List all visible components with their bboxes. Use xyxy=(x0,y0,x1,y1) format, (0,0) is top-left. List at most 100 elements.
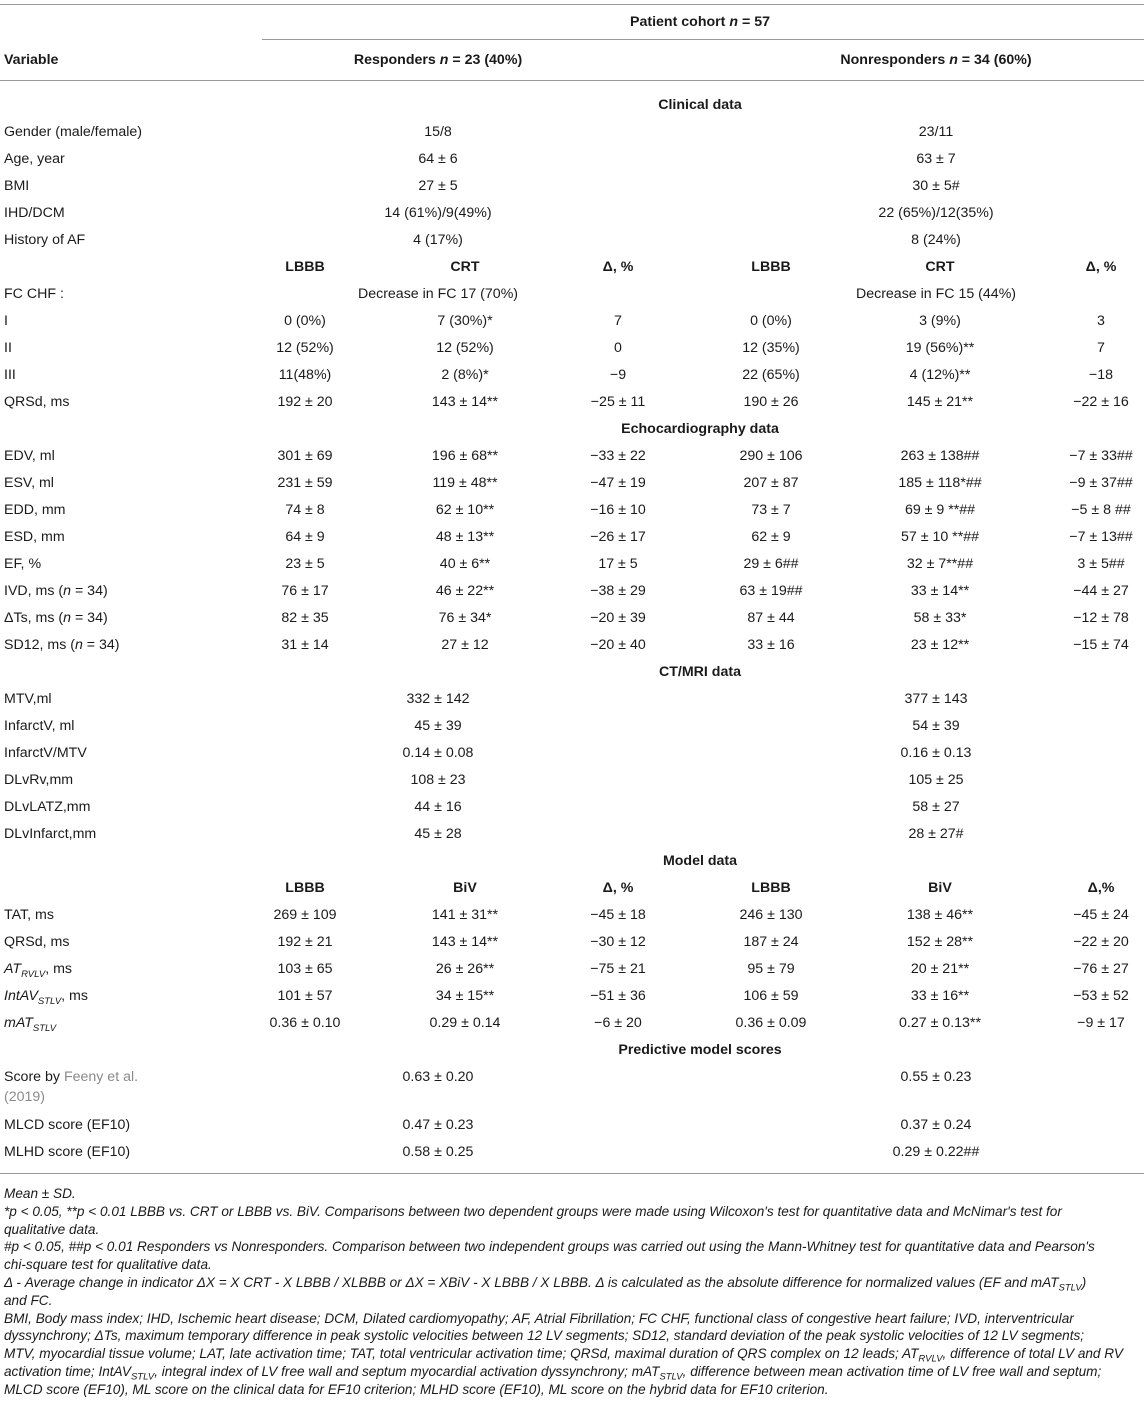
row-variable: IntAVSTLV, ms xyxy=(4,988,88,1007)
row-variable: FC CHF : xyxy=(4,286,64,302)
row-variable: mATSTLV xyxy=(4,1015,57,1034)
section-heading: Model data xyxy=(662,853,738,869)
row-variable: DLvInfarct,mm xyxy=(4,826,97,842)
table-cell: −9 ± 17 xyxy=(1077,1015,1125,1031)
nonresponders-value: 22 (65%)/12(35%) xyxy=(878,205,994,221)
table-cell: −9 ± 37## xyxy=(1069,475,1133,491)
responders-value: 0.14 ± 0.08 xyxy=(402,745,474,761)
nonresponders-value: 58 ± 27 xyxy=(912,799,960,815)
table-cell: 11(48%) xyxy=(278,367,332,383)
table-cell: −76 ± 27 xyxy=(1073,961,1129,977)
row-variable: MLCD score (EF10) xyxy=(4,1117,131,1133)
table-cell: −25 ± 11 xyxy=(590,394,646,410)
column-subheader: LBBB xyxy=(751,259,791,275)
table-cell: 2 (8%)* xyxy=(441,367,489,383)
table-cell: 62 ± 9 xyxy=(751,529,791,545)
footnote: BMI, Body mass index; IHD, Ischemic hear… xyxy=(4,1310,1123,1397)
responders-value: 108 ± 23 xyxy=(410,772,466,788)
nonresponders-value: 54 ± 39 xyxy=(912,718,960,734)
cohort-header: Patient cohort n = 57 xyxy=(630,14,770,30)
table-cell: 76 ± 34* xyxy=(438,610,492,626)
table-cell: 31 ± 14 xyxy=(281,637,329,653)
row-variable: Gender (male/female) xyxy=(4,124,142,140)
table-cell: 7 (30%)* xyxy=(437,313,493,329)
table-cell: −45 ± 18 xyxy=(590,907,646,923)
row-variable: TAT, ms xyxy=(4,907,54,923)
table-cell: 29 ± 6## xyxy=(743,556,799,572)
responders-value: 332 ± 142 xyxy=(406,691,470,707)
nonresponders-value: 63 ± 7 xyxy=(916,151,956,167)
row-variable: SD12, ms (n = 34) xyxy=(4,637,120,653)
table-cell: 190 ± 26 xyxy=(743,394,799,410)
table-cell: 17 ± 5 xyxy=(598,556,638,572)
column-subheader: Δ, % xyxy=(602,259,634,275)
nonresponders-header: Nonresponders n = 34 (60%) xyxy=(840,52,1032,68)
table-cell: 63 ± 19## xyxy=(739,583,803,599)
row-variable: InfarctV, ml xyxy=(4,718,75,734)
table-cell: 12 (52%) xyxy=(276,340,334,356)
table-cell: 23 ± 12** xyxy=(910,637,970,653)
row-variable: IVD, ms (n = 34) xyxy=(4,583,108,599)
table-cell: 192 ± 20 xyxy=(277,394,333,410)
table-cell: 3 ± 5## xyxy=(1077,556,1125,572)
table-cell: −15 ± 74 xyxy=(1073,637,1129,653)
table-cell: −47 ± 19 xyxy=(590,475,646,491)
table-cell: 143 ± 14** xyxy=(431,394,499,410)
table-cell: 187 ± 24 xyxy=(743,934,799,950)
table-cell: −22 ± 16 xyxy=(1073,394,1129,410)
row-variable: EDD, mm xyxy=(4,502,66,518)
table-cell: 0 (0%) xyxy=(750,313,792,329)
table-cell: 64 ± 9 xyxy=(285,529,325,545)
column-subheader: Δ,% xyxy=(1087,880,1115,896)
table-cell: 73 ± 7 xyxy=(751,502,791,518)
table-cell: 269 ± 109 xyxy=(273,907,337,923)
header-rule xyxy=(0,80,1144,81)
table-cell: −16 ± 10 xyxy=(590,502,646,518)
table-cell: 0.36 ± 0.09 xyxy=(735,1015,807,1031)
responders-value: 27 ± 5 xyxy=(418,178,458,194)
responders-value: 64 ± 6 xyxy=(418,151,458,167)
section-heading: Echocardiography data xyxy=(621,421,779,437)
row-variable: QRSd, ms xyxy=(4,394,70,410)
nonresponders-value: 8 (24%) xyxy=(911,232,961,248)
section-heading: Predictive model scores xyxy=(618,1042,782,1058)
table-cell: 26 ± 26** xyxy=(435,961,495,977)
table-cell: 7 xyxy=(1097,340,1105,356)
table-cell: 58 ± 33* xyxy=(913,610,967,626)
table-cell: 0 xyxy=(614,340,622,356)
table-cell: 57 ± 10 **## xyxy=(901,529,979,545)
column-subheader: BiV xyxy=(928,880,952,896)
table-cell: 69 ± 9 **## xyxy=(904,502,976,518)
table-cell: 82 ± 35 xyxy=(281,610,329,626)
table-cell: 143 ± 14** xyxy=(431,934,499,950)
row-variable: II xyxy=(4,340,12,356)
table-cell: 34 ± 15** xyxy=(435,988,495,1004)
table-cell: −7 ± 13## xyxy=(1069,529,1133,545)
responders-value: 0.47 ± 0.23 xyxy=(402,1117,474,1133)
nonresponders-value: 23/11 xyxy=(918,124,954,140)
table-cell: −20 ± 39 xyxy=(590,610,646,626)
table-cell: −51 ± 36 xyxy=(590,988,646,1004)
table-cell: 12 (35%) xyxy=(742,340,800,356)
table-cell: −30 ± 12 xyxy=(590,934,646,950)
table-cell: 32 ± 7**## xyxy=(906,556,974,572)
table-cell: 290 ± 106 xyxy=(739,448,803,464)
row-variable: DLvLATZ,mm xyxy=(4,799,91,815)
table-cell: 106 ± 59 xyxy=(743,988,799,1004)
table-cell: 0.29 ± 0.14 xyxy=(429,1015,501,1031)
nonresponders-value: 105 ± 25 xyxy=(908,772,964,788)
table-cell: −12 ± 78 xyxy=(1073,610,1129,626)
table-cell: −7 ± 33## xyxy=(1069,448,1133,464)
table-cell: 22 (65%) xyxy=(742,367,800,383)
responders-value: 4 (17%) xyxy=(413,232,463,248)
footnote: Δ - Average change in indicator ΔX = X C… xyxy=(4,1274,1087,1308)
table-cell: 3 xyxy=(1097,313,1105,329)
row-variable: III xyxy=(4,367,16,383)
section-heading: CT/MRI data xyxy=(659,664,741,680)
table-cell: 48 ± 13** xyxy=(435,529,495,545)
table-cell: 196 ± 68** xyxy=(431,448,499,464)
table-cell: 103 ± 65 xyxy=(277,961,333,977)
table-cell: −9 xyxy=(609,367,627,383)
row-variable: I xyxy=(4,313,8,329)
table-cell: 12 (52%) xyxy=(436,340,494,356)
